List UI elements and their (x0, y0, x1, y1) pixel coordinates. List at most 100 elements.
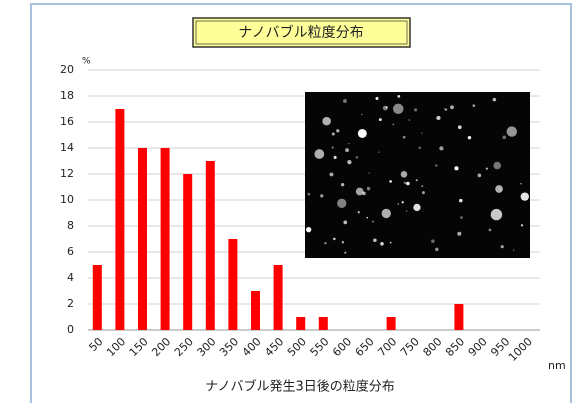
y-tick-label: 10 (60, 193, 74, 206)
inset-photo (305, 92, 530, 258)
photo-speck (406, 210, 408, 212)
photo-speck (333, 237, 336, 241)
photo-speck (406, 181, 410, 186)
photo-speck (467, 135, 472, 140)
photo-speck (381, 208, 391, 219)
photo-speck (393, 103, 404, 114)
bar (115, 109, 125, 330)
photo-speck (307, 192, 311, 196)
photo-speck (397, 203, 399, 205)
photo-speck (333, 155, 337, 159)
photo-speck (415, 179, 418, 182)
photo-speck (397, 94, 401, 98)
photo-speck (422, 191, 425, 195)
photo-speck (454, 166, 459, 171)
photo-speck (382, 105, 388, 111)
photo-speck (343, 220, 348, 225)
photo-speck (477, 173, 482, 178)
photo-speck (314, 149, 325, 159)
photo-speck (421, 132, 423, 134)
bar (273, 265, 283, 330)
photo-speck (492, 97, 497, 102)
photo-speck (421, 185, 424, 188)
photo-speck (341, 241, 345, 244)
photo-speck (344, 251, 347, 254)
photo-speck (337, 198, 347, 208)
photo-speck (368, 172, 370, 174)
y-tick-label: 20 (60, 63, 74, 76)
chart-title: ナノバブル粒度分布 (238, 24, 363, 41)
photo-speck (329, 172, 334, 177)
photo-speck (450, 105, 454, 110)
photo-speck (320, 194, 324, 198)
photo-speck (506, 126, 517, 137)
photo-speck (413, 108, 418, 112)
photo-speck (305, 226, 312, 233)
bar (92, 265, 102, 330)
photo-speck (435, 247, 439, 252)
photo-speck (444, 108, 448, 111)
photo-speck (361, 113, 363, 116)
photo-speck (324, 242, 327, 245)
photo-speck (403, 181, 407, 185)
y-unit: % (82, 57, 91, 67)
bar (160, 148, 170, 330)
y-tick-label: 0 (67, 323, 74, 336)
photo-speck (345, 148, 349, 152)
photo-speck (460, 216, 463, 219)
photo-speck (378, 118, 382, 122)
photo-speck (389, 180, 392, 183)
photo-speck (408, 119, 411, 121)
bar (228, 239, 238, 330)
photo-speck (401, 201, 404, 204)
photo-speck (347, 159, 352, 165)
photo-speck (380, 242, 384, 246)
y-tick-label: 14 (60, 141, 74, 154)
photo-speck (485, 167, 489, 170)
y-tick-label: 16 (60, 115, 74, 128)
photo-speck (362, 191, 366, 196)
photo-speck (400, 171, 408, 178)
bar (318, 317, 328, 330)
photo-speck (366, 186, 371, 191)
bar (454, 304, 464, 330)
photo-speck (378, 151, 380, 153)
bar (205, 161, 215, 330)
photo-speck (520, 224, 524, 227)
photo-speck (389, 241, 392, 244)
photo-speck (357, 128, 367, 138)
photo-speck (457, 231, 462, 236)
y-tick-label: 6 (67, 245, 74, 258)
photo-speck (490, 208, 503, 221)
bar (138, 148, 147, 330)
bar (386, 317, 396, 330)
photo-speck (375, 97, 379, 100)
photo-speck (331, 132, 335, 136)
x-axis-label: ナノバブル発生3日後の粒度分布 (205, 379, 395, 395)
photo-speck (520, 183, 522, 185)
photo-speck (385, 106, 388, 109)
y-tick-label: 18 (60, 89, 74, 102)
photo-speck (488, 228, 492, 232)
photo-speck (512, 249, 515, 251)
photo-speck (495, 185, 503, 193)
bar (183, 174, 193, 330)
photo-speck (366, 216, 369, 219)
photo-speck (355, 156, 359, 159)
photo-speck (348, 142, 350, 145)
photo-speck (444, 108, 446, 110)
x-unit: nm (548, 359, 566, 372)
photo-speck (336, 129, 340, 133)
photo-speck (457, 125, 462, 130)
photo-speck (322, 116, 331, 126)
photo-speck (355, 187, 364, 196)
bar (251, 291, 260, 330)
photo-speck (402, 135, 406, 139)
photo-speck (436, 115, 441, 121)
y-tick-label: 4 (67, 271, 74, 284)
photo-speck (459, 198, 463, 203)
photo-speck (472, 104, 476, 107)
photo-speck (493, 161, 501, 170)
photo-speck (373, 238, 377, 243)
